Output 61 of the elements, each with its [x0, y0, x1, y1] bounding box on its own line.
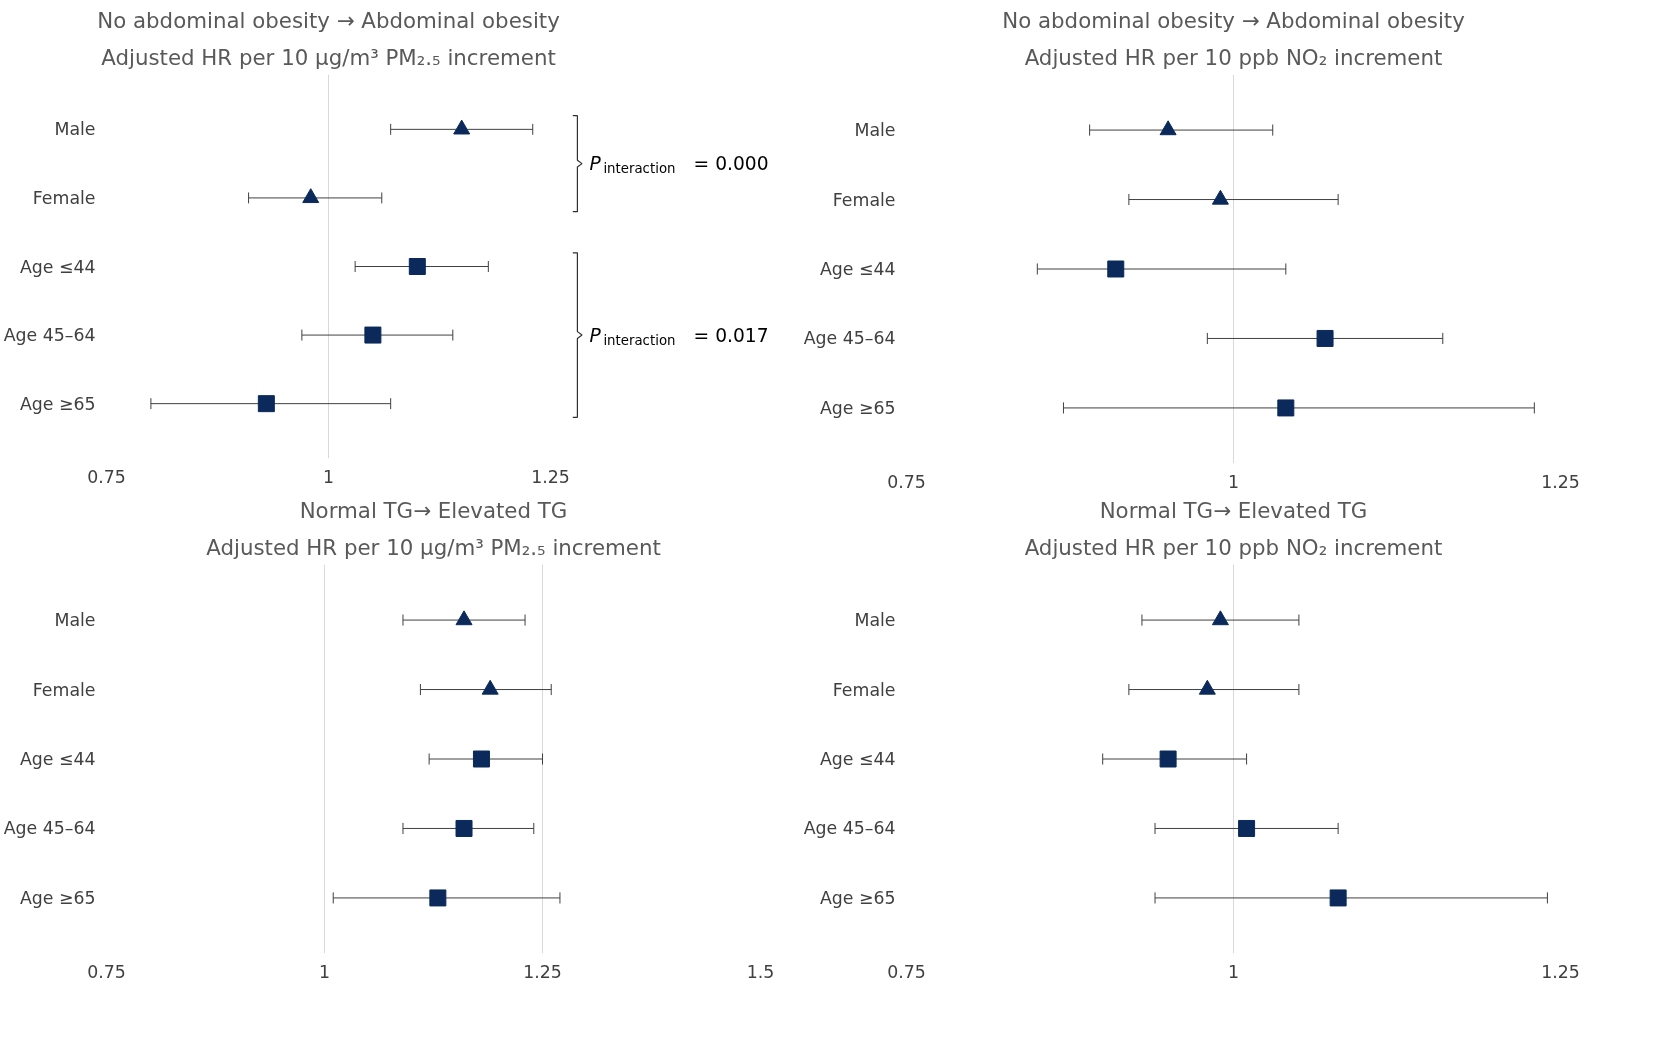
y-tick-label: Male — [54, 119, 96, 140]
x-tick-label: 1 — [1227, 471, 1240, 492]
x-tick-label: 1 — [322, 466, 335, 487]
y-tick-label: Female — [32, 679, 96, 700]
chart-title: Normal TG→ Elevated TG — [1099, 497, 1368, 523]
x-tick-label: 0.75 — [87, 961, 126, 982]
point — [472, 750, 490, 768]
point — [257, 395, 275, 413]
point — [408, 258, 426, 275]
point — [1238, 819, 1256, 837]
point — [453, 119, 471, 135]
x-tick-label: 1.5 — [746, 961, 775, 982]
x-tick-label: 1.25 — [523, 961, 562, 982]
point — [1198, 679, 1216, 695]
chart-title: No abdominal obesity → Abdominal obesity — [97, 7, 560, 33]
x-tick-label: 0.75 — [887, 471, 926, 492]
y-tick-label: Age ≥65 — [19, 887, 96, 908]
chart-subtitle: Adjusted HR per 10 ppb NO₂ increment — [1024, 44, 1443, 70]
point — [1211, 189, 1229, 205]
x-tick-label: 1.25 — [1541, 961, 1580, 982]
chart-subtitle: Adjusted HR per 10 ppb NO₂ increment — [1024, 534, 1443, 560]
y-tick-label: Age ≥65 — [819, 887, 896, 908]
y-tick-label: Age ≤44 — [19, 749, 96, 769]
point — [302, 188, 320, 204]
y-tick-label: Male — [854, 610, 896, 631]
point — [1159, 750, 1177, 768]
y-tick-label: Age 45–64 — [803, 818, 896, 839]
x-tick-label: 1.25 — [1541, 471, 1580, 492]
point — [1211, 610, 1229, 626]
y-tick-label: Age 45–64 — [3, 325, 96, 346]
x-tick-label: 0.75 — [87, 466, 126, 487]
point — [481, 679, 499, 695]
chart-title: Normal TG→ Elevated TG — [299, 497, 568, 523]
y-tick-label: Age 45–64 — [3, 818, 96, 839]
y-tick-label: Male — [854, 120, 896, 141]
point — [1107, 260, 1125, 278]
y-tick-label: Age ≥65 — [819, 397, 896, 418]
y-tick-label: Age ≤44 — [819, 749, 896, 769]
point — [1329, 889, 1347, 907]
point — [364, 326, 382, 344]
y-tick-label: Female — [832, 189, 896, 210]
point — [1159, 120, 1177, 136]
y-tick-label: Age ≤44 — [19, 256, 96, 277]
x-tick-label: 1.25 — [531, 466, 570, 487]
point — [455, 819, 473, 837]
x-tick-label: 0.75 — [887, 961, 926, 982]
y-tick-label: Age 45–64 — [803, 328, 896, 349]
chart-subtitle: Adjusted HR per 10 μg/m³ PM₂.₅ increment — [101, 44, 556, 70]
y-tick-label: Age ≤44 — [819, 259, 896, 279]
point — [429, 889, 447, 907]
y-tick-label: Female — [832, 679, 896, 700]
chart-subtitle: Adjusted HR per 10 μg/m³ PM₂.₅ increment — [206, 534, 661, 560]
point — [455, 610, 473, 626]
x-tick-label: 1 — [1227, 961, 1240, 982]
y-tick-label: Female — [32, 187, 96, 208]
point — [1316, 329, 1334, 347]
chart-title: No abdominal obesity → Abdominal obesity — [1002, 7, 1465, 33]
y-tick-label: Male — [54, 610, 96, 631]
x-tick-label: 1 — [318, 961, 331, 982]
y-tick-label: Age ≥65 — [19, 393, 96, 414]
point — [1277, 399, 1295, 417]
